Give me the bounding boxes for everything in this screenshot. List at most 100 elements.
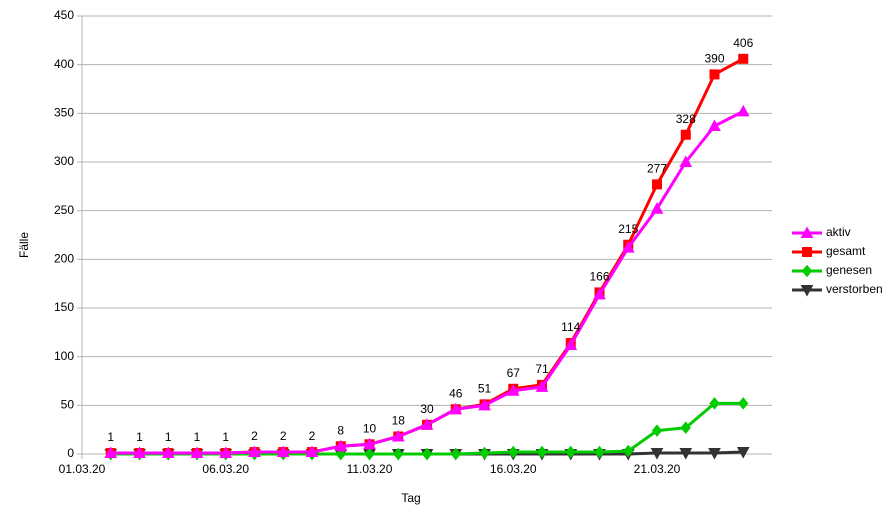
data-label: 328 bbox=[676, 112, 696, 126]
data-point bbox=[709, 69, 720, 80]
data-point bbox=[391, 429, 405, 442]
y-tick-label: 400 bbox=[54, 57, 74, 71]
data-label: 2 bbox=[309, 429, 316, 443]
data-point bbox=[420, 418, 434, 430]
data-point bbox=[161, 446, 175, 459]
data-label: 1 bbox=[165, 430, 172, 444]
data-label: 1 bbox=[136, 430, 143, 444]
data-point bbox=[190, 446, 204, 459]
data-point bbox=[680, 421, 691, 435]
x-axis-title: Tag bbox=[401, 491, 420, 505]
data-label: 1 bbox=[194, 430, 201, 444]
data-point bbox=[478, 398, 491, 411]
data-label: 114 bbox=[561, 320, 580, 334]
data-point bbox=[305, 445, 319, 458]
data-point bbox=[679, 155, 693, 167]
data-point bbox=[450, 447, 461, 461]
data-point bbox=[738, 397, 749, 410]
data-point bbox=[508, 445, 519, 459]
data-label: 51 bbox=[478, 382, 492, 396]
data-point bbox=[334, 439, 348, 452]
data-label: 215 bbox=[618, 222, 638, 236]
data-point bbox=[651, 424, 663, 437]
data-point bbox=[133, 446, 146, 459]
data-point bbox=[219, 446, 233, 459]
data-label: 71 bbox=[535, 362, 549, 376]
data-label: 8 bbox=[337, 423, 344, 437]
data-point bbox=[363, 437, 376, 450]
data-point bbox=[393, 447, 404, 461]
legend-label: aktiv bbox=[826, 225, 851, 239]
legend-marker bbox=[800, 226, 814, 238]
legend-item: aktiv bbox=[792, 225, 851, 239]
y-tick-label: 50 bbox=[61, 398, 75, 412]
x-tick-label: 06.03.20 bbox=[202, 462, 249, 476]
data-point bbox=[364, 447, 375, 461]
x-tick-label: 11.03.20 bbox=[347, 462, 393, 476]
data-point bbox=[621, 241, 635, 253]
data-point bbox=[535, 380, 549, 392]
data-point bbox=[679, 448, 693, 460]
data-point bbox=[421, 447, 433, 461]
data-point bbox=[104, 446, 118, 459]
x-tick-label: 01.03.20 bbox=[59, 462, 106, 476]
y-tick-label: 100 bbox=[54, 349, 74, 363]
y-tick-label: 300 bbox=[54, 154, 74, 168]
data-point bbox=[708, 119, 721, 131]
data-point bbox=[536, 445, 548, 459]
data-point bbox=[736, 104, 750, 117]
data-point bbox=[565, 445, 576, 459]
data-point bbox=[594, 445, 605, 459]
data-label: 406 bbox=[733, 36, 753, 50]
data-label: 390 bbox=[704, 52, 724, 66]
data-label: 67 bbox=[507, 366, 521, 380]
y-tick-label: 350 bbox=[54, 106, 74, 120]
legend-marker bbox=[801, 264, 813, 278]
data-point bbox=[736, 447, 750, 459]
data-point bbox=[652, 179, 662, 190]
data-label: 2 bbox=[280, 429, 287, 443]
y-tick-label: 0 bbox=[67, 446, 74, 460]
data-point bbox=[449, 402, 463, 415]
legend-label: genesen bbox=[826, 263, 872, 277]
legend-item: genesen bbox=[792, 263, 872, 278]
data-label: 1 bbox=[107, 430, 114, 444]
y-tick-label: 150 bbox=[54, 300, 74, 314]
data-label: 277 bbox=[647, 162, 667, 176]
data-point bbox=[593, 287, 606, 300]
data-point bbox=[650, 202, 664, 214]
legend-item: verstorben bbox=[792, 282, 883, 297]
legend-label: gesamt bbox=[826, 244, 866, 258]
data-label: 166 bbox=[589, 270, 609, 284]
y-tick-label: 250 bbox=[54, 203, 74, 217]
data-label: 1 bbox=[222, 430, 229, 444]
data-label: 46 bbox=[449, 386, 463, 400]
data-label: 2 bbox=[251, 429, 258, 443]
data-point bbox=[708, 448, 721, 460]
x-tick-label: 16.03.20 bbox=[490, 462, 537, 476]
data-point bbox=[506, 384, 520, 396]
legend-marker bbox=[802, 247, 812, 257]
data-point bbox=[276, 445, 290, 458]
data-point bbox=[738, 53, 749, 64]
data-point bbox=[564, 338, 578, 350]
data-point bbox=[248, 445, 261, 458]
legend-marker bbox=[800, 285, 814, 297]
x-tick-label: 21.03.20 bbox=[634, 462, 681, 476]
data-label: 18 bbox=[392, 414, 406, 428]
y-axis-title: Fälle bbox=[17, 232, 31, 258]
data-label: 10 bbox=[363, 421, 377, 435]
legend-item: gesamt bbox=[792, 244, 866, 258]
data-point bbox=[479, 446, 490, 460]
data-point bbox=[709, 397, 720, 410]
data-point bbox=[335, 447, 346, 461]
series-line bbox=[110, 57, 744, 455]
data-point bbox=[623, 444, 634, 458]
data-point bbox=[650, 448, 664, 460]
data-label: 30 bbox=[420, 402, 434, 416]
y-tick-label: 200 bbox=[54, 252, 74, 266]
y-tick-label: 450 bbox=[54, 8, 74, 22]
legend-label: verstorben bbox=[826, 282, 883, 296]
data-point bbox=[680, 129, 691, 140]
